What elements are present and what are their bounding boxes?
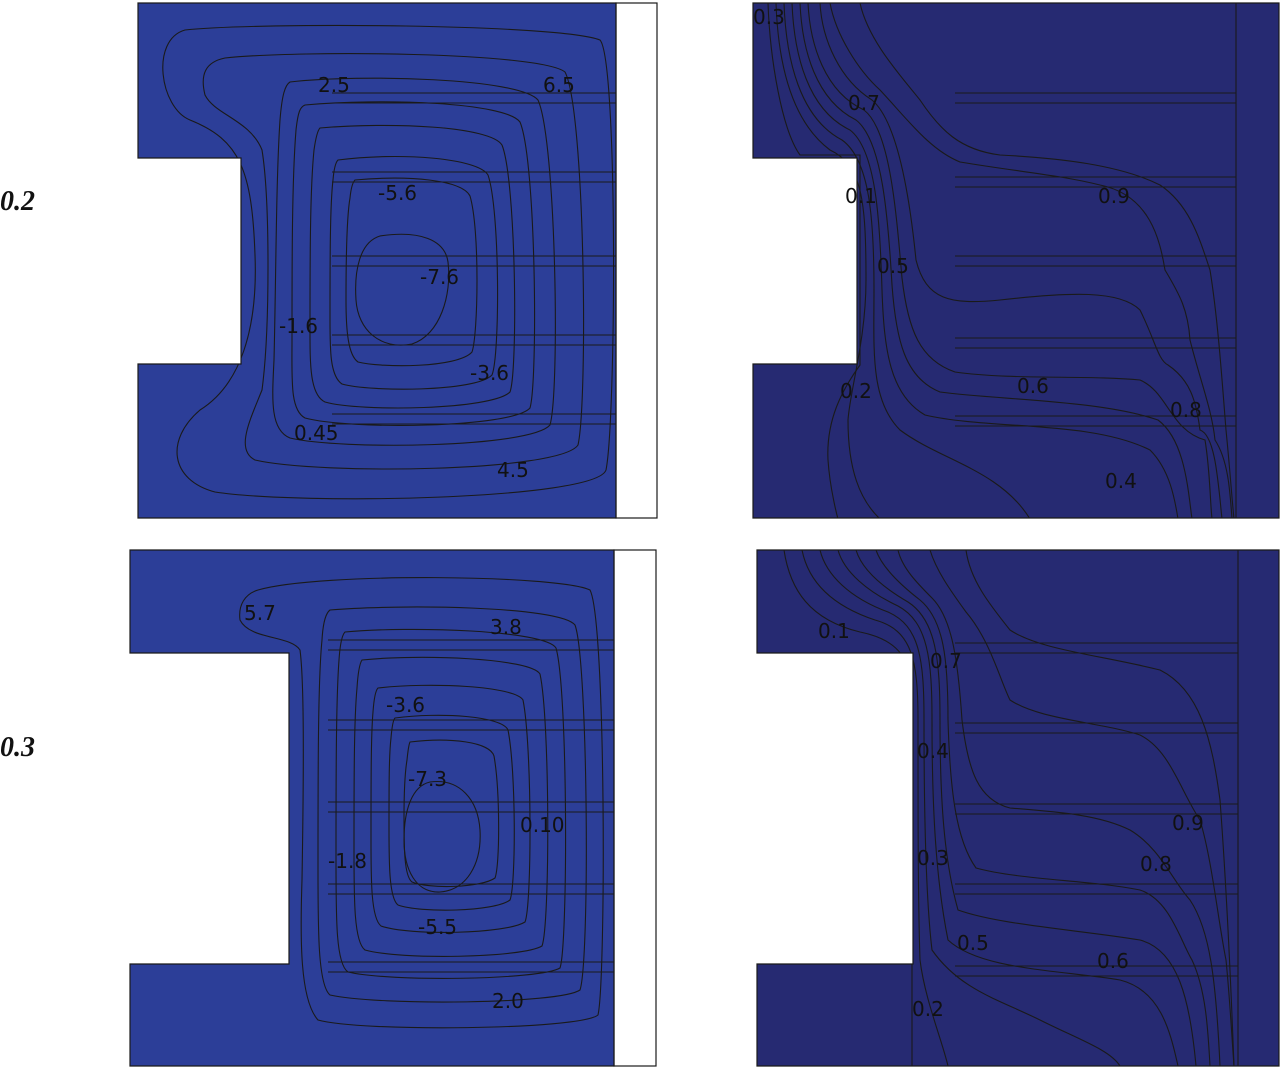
tl-band-maroon xyxy=(355,233,450,346)
tr-label-5: 0.5 xyxy=(877,254,909,278)
tl-label-7: 0.45 xyxy=(294,421,339,445)
br-label-5: 0.3 xyxy=(917,846,949,870)
bl-label-8: 2.0 xyxy=(492,989,524,1013)
br-label-6: 0.8 xyxy=(1140,852,1172,876)
bl-label-5: 0.10 xyxy=(520,813,565,837)
bl-label-2: 3.8 xyxy=(490,615,522,639)
br-label-9: 0.2 xyxy=(912,997,944,1021)
tl-label-4: -7.6 xyxy=(420,265,459,289)
br-label-2: 0.7 xyxy=(930,649,962,673)
tr-fins xyxy=(955,92,1236,427)
tl-label-3: -5.6 xyxy=(378,181,417,205)
tl-label-8: 4.5 xyxy=(497,458,529,482)
bl-label-1: 5.7 xyxy=(244,601,276,625)
tl-label-6: -3.6 xyxy=(470,361,509,385)
tr-label-8: 0.8 xyxy=(1170,398,1202,422)
tl-fins xyxy=(332,92,616,425)
bl-fins xyxy=(328,639,614,973)
tr-label-3: 0.1 xyxy=(845,184,877,208)
tr-label-9: 0.4 xyxy=(1105,469,1137,493)
br-label-4: 0.9 xyxy=(1172,811,1204,835)
row-label-1: 0.2 xyxy=(0,186,35,217)
bl-label-3: -3.6 xyxy=(386,693,425,717)
panel-bottom-left-streamfunction: 5.7 3.8 -3.6 -7.3 0.10 -1.8 -5.5 2.0 xyxy=(129,549,657,1067)
bl-label-7: -5.5 xyxy=(418,915,457,939)
tr-label-2: 0.7 xyxy=(848,91,880,115)
tl-band-teal xyxy=(272,77,556,446)
tl-label-1: 2.5 xyxy=(318,73,350,97)
bl-label-6: -1.8 xyxy=(328,849,367,873)
tl-band-lime xyxy=(291,101,536,426)
br-label-3: 0.4 xyxy=(917,739,949,763)
tl-band-sky xyxy=(202,53,585,470)
tl-band-amber xyxy=(309,124,516,409)
tr-label-4: 0.9 xyxy=(1098,184,1130,208)
br-label-1: 0.1 xyxy=(818,619,850,643)
bl-label-4: -7.3 xyxy=(408,767,447,791)
panel-bottom-right-temperature: 0.1 0.7 0.4 0.9 0.3 0.8 0.5 0.6 0.2 xyxy=(756,549,1280,1067)
br-fins xyxy=(955,642,1238,977)
br-label-7: 0.5 xyxy=(957,931,989,955)
panel-top-left-streamfunction: 2.5 6.5 -5.6 -7.6 -1.6 -3.6 0.45 4.5 xyxy=(137,2,658,519)
br-label-8: 0.6 xyxy=(1097,949,1129,973)
tr-label-6: 0.2 xyxy=(840,379,872,403)
tl-band-red-orange xyxy=(329,155,499,390)
tl-band-crimson xyxy=(345,177,478,367)
row-label-2: 0.3 xyxy=(0,732,35,763)
tr-label-7: 0.6 xyxy=(1017,374,1049,398)
tr-label-1: 0.3 xyxy=(753,5,785,29)
panel-top-right-temperature: 0.3 0.7 0.1 0.9 0.5 0.2 0.6 0.8 0.4 xyxy=(752,2,1280,519)
tl-label-2: 6.5 xyxy=(543,73,575,97)
tl-label-5: -1.6 xyxy=(279,314,318,338)
